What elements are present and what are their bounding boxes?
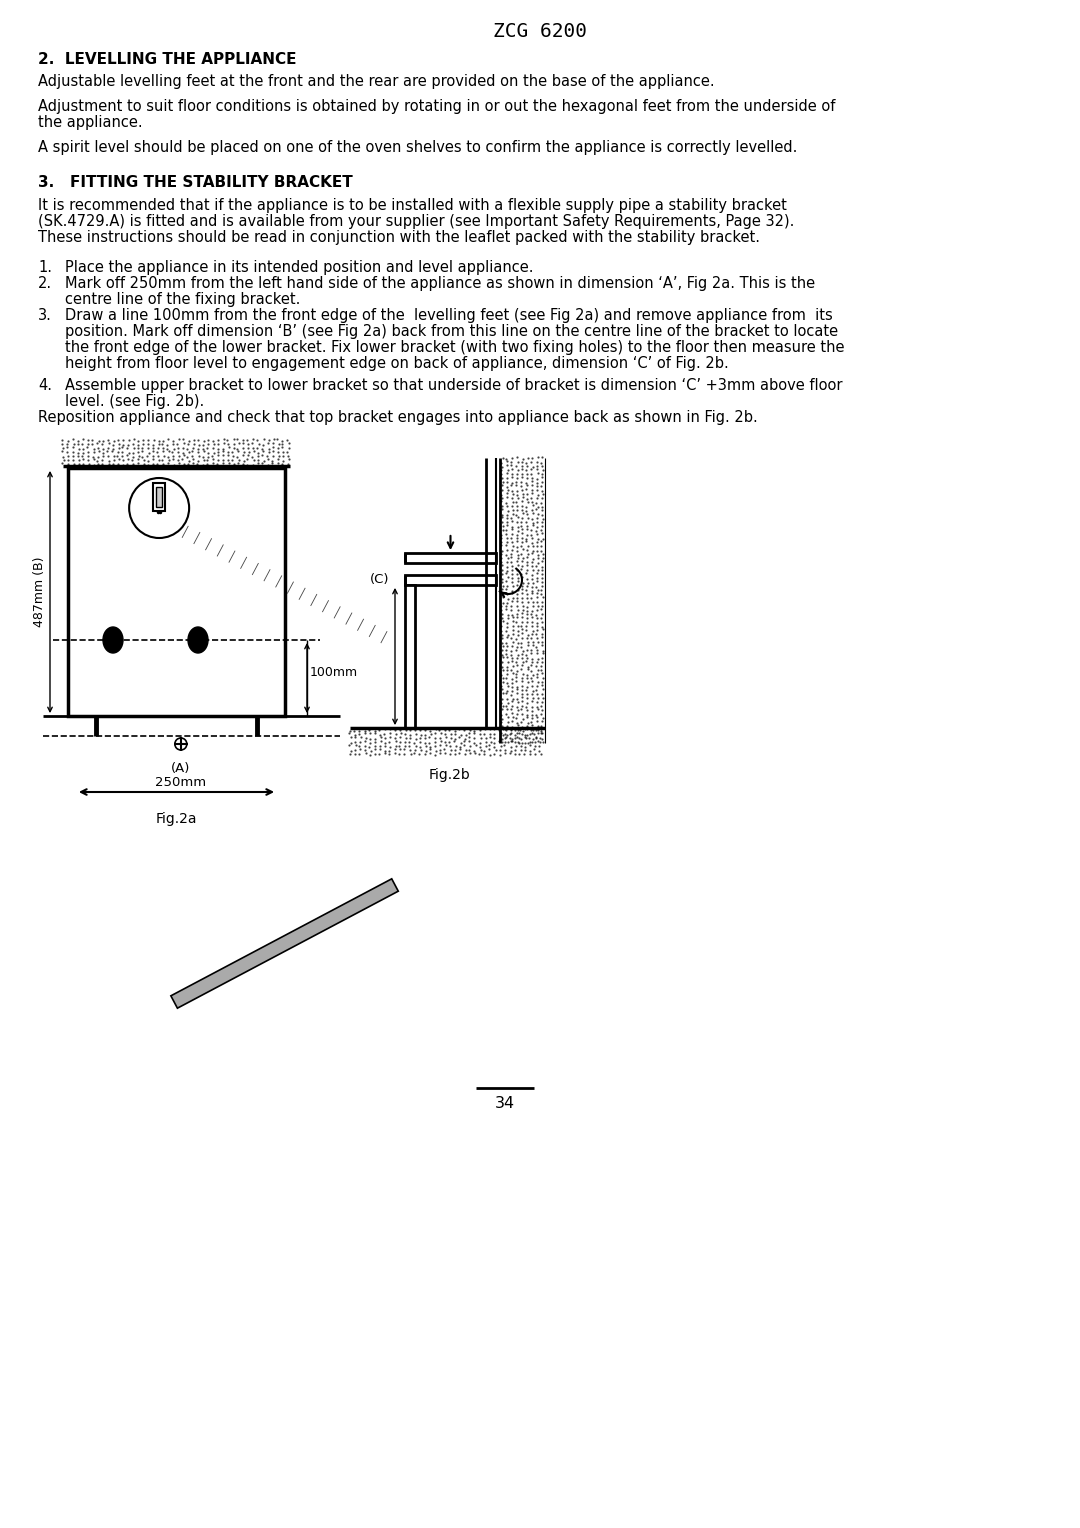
Text: Fig.2a: Fig.2a (156, 811, 198, 827)
Text: 487mm (B): 487mm (B) (33, 556, 46, 628)
Text: Mark off 250mm from the left hand side of the appliance as shown in dimension ‘A: Mark off 250mm from the left hand side o… (65, 277, 815, 290)
Text: Place the appliance in its intended position and level appliance.: Place the appliance in its intended posi… (65, 260, 534, 275)
Text: 2.: 2. (38, 277, 52, 290)
Text: centre line of the fixing bracket.: centre line of the fixing bracket. (65, 292, 300, 307)
Text: A spirit level should be placed on one of the oven shelves to confirm the applia: A spirit level should be placed on one o… (38, 141, 797, 154)
Text: 250mm: 250mm (156, 776, 206, 788)
Text: Reposition appliance and check that top bracket engages into appliance back as s: Reposition appliance and check that top … (38, 410, 758, 425)
Bar (68, 468, 285, 717)
Ellipse shape (188, 626, 208, 652)
Text: (SK.4729.A) is fitted and is available from your supplier (see Important Safety : (SK.4729.A) is fitted and is available f… (38, 214, 795, 229)
Text: 2.  LEVELLING THE APPLIANCE: 2. LEVELLING THE APPLIANCE (38, 52, 297, 67)
Text: (A): (A) (171, 762, 190, 775)
Text: 4.: 4. (38, 377, 52, 393)
Bar (405, 585, 415, 727)
Ellipse shape (103, 626, 123, 652)
Text: the appliance.: the appliance. (38, 115, 143, 130)
Bar (405, 575, 496, 585)
Text: (C): (C) (370, 573, 390, 587)
Text: the front edge of the lower bracket. Fix lower bracket (with two fixing holes) t: the front edge of the lower bracket. Fix… (65, 341, 845, 354)
Text: level. (see Fig. 2b).: level. (see Fig. 2b). (65, 394, 204, 410)
Bar (157, 487, 162, 507)
Text: Draw a line 100mm from the front edge of the  levelling feet (see Fig 2a) and re: Draw a line 100mm from the front edge of… (65, 309, 833, 322)
Text: It is recommended that if the appliance is to be installed with a flexible suppl: It is recommended that if the appliance … (38, 199, 787, 212)
Text: 3.: 3. (38, 309, 52, 322)
Bar (153, 483, 165, 510)
Text: Adjustment to suit floor conditions is obtained by rotating in or out the hexago: Adjustment to suit floor conditions is o… (38, 99, 835, 115)
Text: 3.   FITTING THE STABILITY BRACKET: 3. FITTING THE STABILITY BRACKET (38, 176, 353, 189)
Text: Adjustable levelling feet at the front and the rear are provided on the base of : Adjustable levelling feet at the front a… (38, 73, 715, 89)
Text: 100mm: 100mm (310, 666, 359, 678)
Text: height from floor level to engagement edge on back of appliance, dimension ‘C’ o: height from floor level to engagement ed… (65, 356, 729, 371)
Bar (405, 553, 496, 562)
Text: ZCG 6200: ZCG 6200 (492, 21, 588, 41)
Text: Fig.2b: Fig.2b (429, 769, 471, 782)
Polygon shape (171, 879, 399, 1008)
Text: position. Mark off dimension ‘B’ (see Fig 2a) back from this line on the centre : position. Mark off dimension ‘B’ (see Fi… (65, 324, 838, 339)
Text: These instructions should be read in conjunction with the leaflet packed with th: These instructions should be read in con… (38, 231, 760, 244)
Text: 34: 34 (495, 1096, 515, 1111)
Text: 1.: 1. (38, 260, 52, 275)
Text: Assemble upper bracket to lower bracket so that underside of bracket is dimensio: Assemble upper bracket to lower bracket … (65, 377, 842, 393)
